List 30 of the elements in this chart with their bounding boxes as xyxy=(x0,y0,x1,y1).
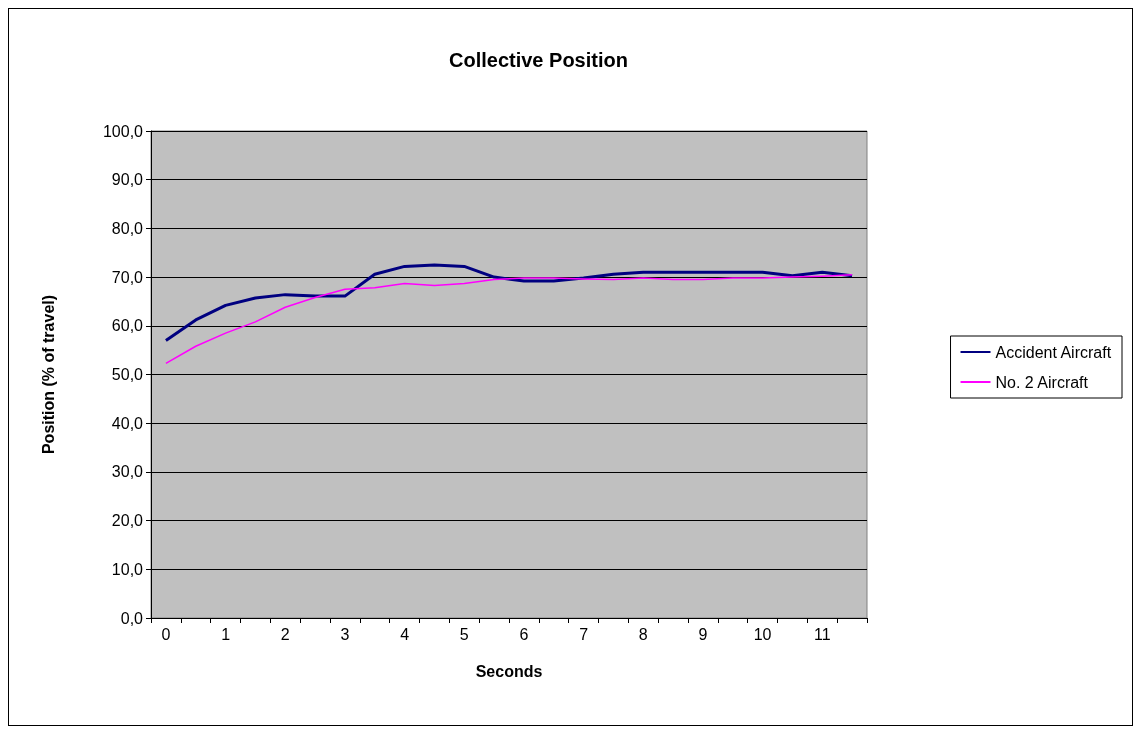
x-tick-label: 9 xyxy=(698,625,708,643)
y-tick-label: 100,0 xyxy=(102,122,144,140)
legend-label: No. 2 Aircraft xyxy=(995,373,1089,391)
x-axis-title: Seconds xyxy=(475,662,543,680)
y-axis-title: Position (% of travel) xyxy=(39,294,57,455)
x-tick-label: 8 xyxy=(638,625,648,643)
y-tick-label: 50,0 xyxy=(111,366,144,383)
line-series xyxy=(164,263,854,342)
line-series xyxy=(165,273,853,365)
y-tick-label: 20,0 xyxy=(111,512,144,530)
y-tick-label: 40,0 xyxy=(111,414,144,432)
x-tick-label: 2 xyxy=(280,625,290,643)
y-tick-label: 90,0 xyxy=(111,171,144,189)
y-tick-label: 80,0 xyxy=(111,219,144,237)
x-tick-label: 5 xyxy=(459,625,469,643)
y-tick-label: 30,0 xyxy=(111,463,144,481)
x-tick-label: 0 xyxy=(161,625,171,643)
x-tick-label: 1 xyxy=(221,625,231,643)
chart-title: Collective Position xyxy=(449,49,628,71)
y-tick-label: 70,0 xyxy=(111,268,144,286)
x-tick-label: 10 xyxy=(753,625,772,643)
y-tick-label: 10,0 xyxy=(111,560,144,578)
legend-label: Accident Aircraft xyxy=(995,343,1112,361)
x-tick-label: 3 xyxy=(340,625,350,643)
y-tick-label: 60,0 xyxy=(111,317,144,335)
x-tick-label: 4 xyxy=(400,625,410,643)
x-tick-label: 7 xyxy=(579,625,589,643)
y-tick-label: 0,0 xyxy=(120,609,144,627)
x-tick-label: 6 xyxy=(519,625,529,643)
x-tick-label: 11 xyxy=(813,625,831,643)
